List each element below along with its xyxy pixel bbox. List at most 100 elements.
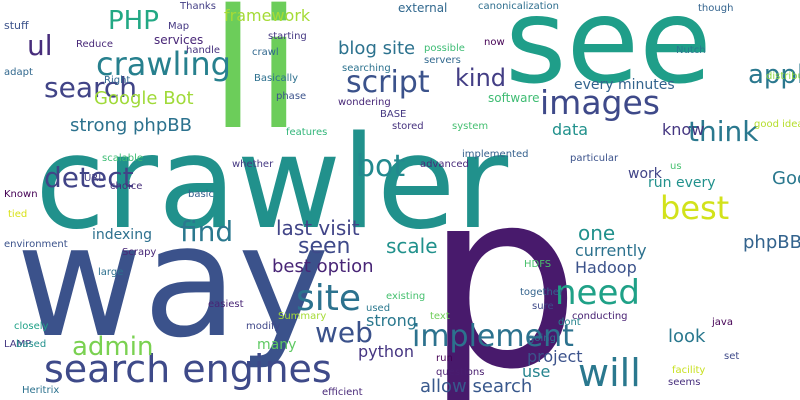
word: Thanks [180, 1, 216, 12]
word: whether [232, 159, 274, 170]
word: efficient [322, 387, 363, 398]
word: best option [272, 256, 374, 277]
word: Map [168, 21, 190, 32]
word: PHP [108, 6, 159, 36]
word: adapt [4, 67, 33, 78]
word: Right [104, 75, 131, 86]
word: strong [366, 311, 417, 330]
word: crawl [252, 47, 279, 58]
word: external [398, 1, 448, 15]
word: admin [72, 332, 154, 362]
word: services [154, 33, 204, 47]
word: handle [186, 45, 221, 56]
word: one [578, 221, 616, 245]
word: many [257, 337, 297, 353]
word: li [210, 0, 302, 166]
word: site [296, 278, 362, 319]
word: URL [84, 173, 104, 184]
word: project [527, 347, 583, 366]
word: advanced [420, 159, 469, 170]
word: text [430, 311, 450, 322]
word: find [180, 215, 234, 248]
word: blog site [338, 38, 416, 59]
word: phpBB strong [743, 232, 800, 253]
word: last visit [276, 216, 360, 240]
word: p [425, 138, 581, 400]
word: used [366, 303, 391, 314]
word: conducting [572, 311, 628, 322]
word: set [724, 351, 740, 362]
word: see [505, 0, 712, 110]
word: work [628, 166, 662, 182]
word: dont [558, 317, 581, 328]
word: search [44, 71, 138, 104]
word: search engines [44, 347, 332, 391]
word: best [660, 189, 730, 227]
word: stuff [4, 19, 29, 32]
word: LAMP [4, 339, 32, 350]
word: bot [356, 149, 406, 184]
word: wondering [338, 97, 391, 108]
word: Hadoop [575, 258, 637, 277]
word: starting [268, 31, 307, 42]
word: python [358, 342, 414, 361]
word: good idea [754, 119, 800, 130]
word: scale [386, 234, 438, 258]
word: HDFS [524, 259, 552, 270]
word: Known [4, 189, 38, 200]
word: environment [4, 239, 68, 250]
word: think [688, 115, 759, 148]
word: sure [532, 301, 554, 312]
word: BASE [380, 109, 407, 120]
word: software [488, 91, 540, 105]
word: seems [668, 377, 701, 388]
word: easiest [208, 299, 244, 310]
word: now [484, 37, 505, 48]
word: implemented [462, 149, 529, 160]
word: know [662, 120, 705, 139]
word: implement [412, 319, 574, 354]
word: based [16, 339, 47, 350]
word: currently [575, 241, 647, 260]
word: run [436, 353, 453, 364]
word: tied [8, 209, 28, 220]
word: script [346, 65, 430, 100]
word: Basically [254, 73, 299, 84]
word: choice [110, 181, 143, 192]
word: run every [648, 175, 716, 191]
word: Nutch [676, 45, 706, 56]
word: ul [27, 29, 53, 62]
word: stored [392, 121, 424, 132]
word: allow search [420, 376, 533, 397]
word: indexing [92, 227, 152, 243]
word: kind [455, 64, 507, 92]
word: crawling [96, 45, 231, 83]
word: canonicalization [478, 1, 559, 12]
word: possible [424, 43, 465, 54]
word: basic [188, 189, 214, 200]
word: seen [298, 234, 351, 259]
word: way [16, 191, 330, 372]
word: searching [342, 63, 391, 74]
word: need [555, 273, 640, 313]
word: distributed [766, 71, 800, 82]
word: closely [14, 321, 49, 332]
word: large [98, 267, 124, 278]
word: look [668, 326, 706, 347]
word: use [522, 362, 551, 381]
word: Scrapy [122, 247, 157, 258]
word: particular [570, 153, 619, 164]
word: crawler [35, 109, 509, 258]
word: Reduce [76, 39, 113, 50]
word: Heritrix [22, 385, 60, 396]
word: together [520, 287, 564, 298]
word: facility [672, 365, 706, 376]
word: web [315, 316, 373, 349]
word: modify [246, 321, 281, 332]
word: Google Bot [94, 88, 194, 109]
word: though [698, 3, 734, 14]
word: images [540, 83, 660, 122]
word: will [578, 351, 641, 395]
word: features [286, 127, 328, 138]
